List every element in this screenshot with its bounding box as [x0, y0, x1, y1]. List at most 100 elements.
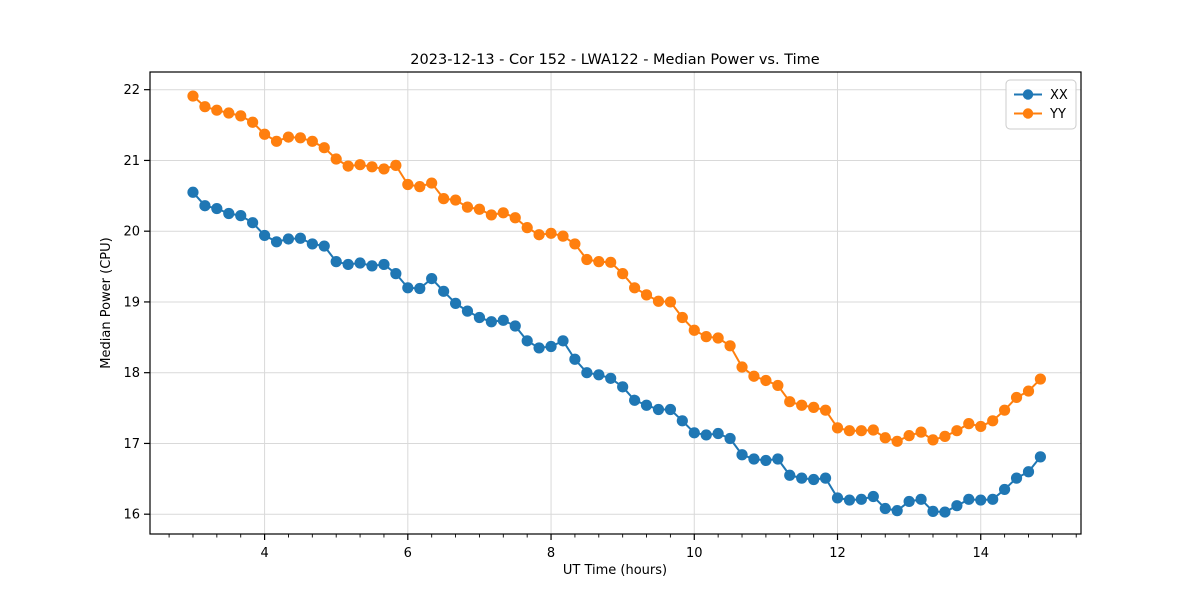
y-axis-label: Median Power (CPU): [99, 237, 114, 368]
data-point-XX: [1010, 472, 1023, 484]
legend-label-YY: YY: [1049, 107, 1066, 122]
data-point-XX: [461, 305, 474, 317]
data-point-YY: [736, 361, 748, 373]
data-point-XX: [688, 427, 700, 439]
data-point-YY: [664, 296, 677, 308]
data-point-YY: [879, 432, 891, 444]
data-point-XX: [808, 473, 820, 486]
data-point-YY: [652, 295, 665, 307]
data-point-YY: [629, 282, 641, 294]
data-point-YY: [891, 435, 903, 447]
data-point-YY: [581, 253, 593, 266]
data-point-YY: [796, 399, 808, 411]
data-point-XX: [843, 494, 856, 506]
data-point-YY: [294, 132, 306, 144]
data-point-YY: [497, 207, 509, 219]
data-point-XX: [760, 454, 772, 467]
data-point-YY: [354, 159, 366, 171]
data-point-YY: [211, 104, 223, 116]
data-point-XX: [927, 505, 939, 517]
data-point-XX: [987, 493, 999, 505]
data-point-YY: [426, 177, 438, 189]
data-point-XX: [449, 297, 462, 309]
data-point-YY: [545, 227, 557, 239]
y-tick-label: 18: [123, 366, 140, 381]
data-point-XX: [378, 258, 390, 271]
plot-border: [149, 71, 1082, 535]
y-tick-label: 16: [123, 508, 140, 523]
data-point-XX: [211, 202, 223, 215]
x-tick-label: 4: [260, 546, 268, 561]
y-tick-label: 22: [123, 83, 140, 98]
data-point-XX: [426, 272, 438, 285]
data-point-XX: [223, 207, 235, 220]
data-point-YY: [247, 116, 259, 128]
data-point-XX: [282, 233, 295, 245]
data-point-YY: [461, 201, 474, 213]
data-point-XX: [796, 472, 808, 484]
data-point-XX: [258, 229, 271, 242]
data-point-YY: [748, 370, 760, 382]
data-point-XX: [318, 240, 330, 252]
data-point-YY: [640, 289, 653, 301]
data-point-XX: [509, 320, 521, 332]
data-point-YY: [700, 331, 712, 343]
data-point-YY: [557, 230, 569, 242]
data-point-XX: [402, 282, 414, 294]
y-tick-label: 17: [123, 437, 140, 452]
data-point-YY: [330, 153, 342, 165]
legend-marker-XX: [1022, 89, 1034, 100]
data-point-XX: [497, 314, 509, 326]
data-point-XX: [270, 236, 283, 248]
data-point-YY: [808, 401, 820, 413]
data-point-YY: [963, 418, 975, 430]
data-point-YY: [270, 135, 283, 147]
data-point-XX: [247, 217, 259, 229]
data-point-XX: [235, 210, 247, 222]
data-point-XX: [569, 353, 581, 365]
data-point-XX: [963, 493, 975, 505]
data-point-YY: [855, 425, 867, 437]
data-point-YY: [784, 396, 796, 408]
data-point-XX: [521, 335, 533, 347]
data-point-YY: [258, 128, 271, 140]
data-point-XX: [998, 483, 1011, 496]
data-point-XX: [831, 492, 844, 504]
data-point-XX: [366, 260, 378, 272]
data-point-XX: [712, 427, 724, 440]
data-point-YY: [366, 161, 378, 173]
data-point-YY: [569, 238, 581, 250]
data-point-XX: [867, 490, 879, 503]
data-point-YY: [449, 194, 462, 206]
data-point-YY: [927, 434, 939, 446]
data-point-XX: [640, 399, 653, 411]
data-point-XX: [473, 311, 486, 324]
data-point-YY: [867, 424, 879, 436]
data-point-YY: [390, 159, 402, 171]
data-point-XX: [330, 256, 342, 268]
data-point-YY: [975, 420, 987, 433]
data-point-YY: [378, 163, 390, 175]
data-point-YY: [772, 379, 784, 392]
data-point-XX: [772, 453, 784, 465]
y-tick-label: 19: [123, 295, 140, 310]
data-point-XX: [438, 285, 450, 297]
data-point-XX: [724, 432, 736, 445]
data-point-YY: [843, 425, 856, 437]
data-point-YY: [998, 404, 1011, 416]
data-point-YY: [485, 209, 497, 221]
data-point-XX: [390, 268, 402, 280]
data-point-YY: [318, 142, 330, 154]
data-point-XX: [879, 502, 891, 515]
data-point-XX: [736, 449, 748, 461]
series-line-XX: [192, 191, 1042, 514]
y-tick-label: 21: [123, 154, 140, 169]
data-point-XX: [617, 381, 629, 393]
data-point-XX: [545, 340, 557, 353]
x-tick-label: 8: [547, 546, 555, 561]
data-point-YY: [1022, 385, 1035, 397]
data-point-YY: [939, 430, 951, 442]
y-tick-label: 20: [123, 225, 140, 240]
